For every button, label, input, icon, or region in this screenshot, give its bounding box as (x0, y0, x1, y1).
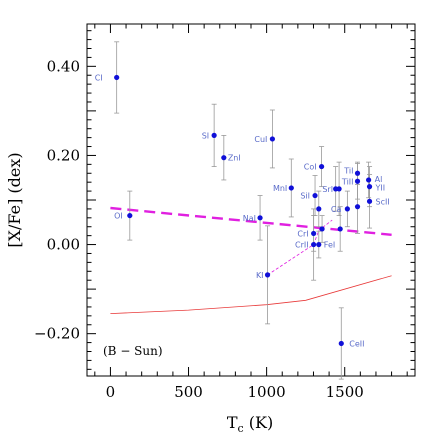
data-points (114, 74, 373, 347)
x-tick-label: 1000 (248, 383, 286, 401)
point-label: FeI (324, 241, 335, 250)
dotted-trend-line (267, 219, 333, 276)
data-point (366, 198, 373, 204)
point-labels: CI OI SI ZnI CuI NaI KI MnI CoI SiI SrI CrI CrII FeI C… (95, 73, 390, 348)
y-tick-label: 0.20 (47, 146, 80, 164)
point-label: TiI (343, 166, 353, 175)
data-point (311, 230, 317, 237)
point-label: ZnI (228, 154, 241, 163)
data-point (337, 226, 343, 232)
data-point (316, 241, 322, 248)
point-label: OI (114, 212, 123, 221)
data-point (319, 226, 325, 232)
point-label: MnI (273, 184, 287, 193)
x-tick-label: 1500 (326, 383, 364, 401)
data-point (344, 206, 350, 212)
data-point (316, 206, 322, 212)
x-axis-title: Tc (K) (227, 413, 273, 435)
data-point (338, 340, 344, 347)
y-tick-label: −0.20 (34, 325, 80, 343)
point-label: TiII (341, 177, 354, 186)
data-point (288, 185, 294, 191)
point-label: SI (202, 131, 209, 140)
data-point (211, 132, 217, 138)
point-label: ScII (376, 197, 390, 206)
x-tick-label: 0 (106, 383, 116, 401)
x-axis-title-unit: (K) (244, 413, 274, 432)
point-label: NaI (243, 214, 256, 223)
axis-ticks (87, 24, 415, 376)
point-label: SrI (322, 185, 333, 194)
y-tick-label: 0.00 (47, 236, 80, 254)
x-axis-title-sub: c (237, 422, 243, 435)
data-point (366, 177, 372, 183)
data-point (354, 178, 361, 184)
point-label: CrI (297, 229, 308, 238)
data-point (257, 215, 263, 221)
data-point (221, 155, 227, 161)
fit-line (110, 206, 392, 236)
data-point (318, 163, 325, 170)
point-label: SiI (300, 192, 310, 201)
red-trend-line (110, 275, 392, 314)
chart-lines (110, 206, 392, 314)
annotation-label: (B − Sun) (103, 344, 163, 358)
point-label: CeII (349, 339, 364, 348)
point-label: CuI (254, 135, 267, 144)
point-label: YII (375, 184, 386, 193)
y-axis-title: [X/Fe] (dex) (5, 152, 24, 247)
point-label: Al (375, 175, 383, 184)
data-point (333, 186, 339, 192)
point-label: CI (95, 73, 103, 82)
data-point (366, 184, 373, 190)
y-tick-label: 0.40 (47, 57, 80, 75)
x-tick-label: 500 (174, 383, 203, 401)
data-point (311, 241, 317, 248)
tick-labels: 0 500 1000 1500 −0.20 0.00 0.20 0.40 (34, 57, 364, 401)
data-point (127, 212, 133, 219)
point-label: Ca (331, 205, 342, 214)
data-point (269, 136, 275, 142)
data-point (354, 170, 361, 176)
x-axis-title-main: T (227, 413, 238, 432)
data-point (354, 204, 361, 210)
data-point (312, 192, 318, 199)
plot-frame (86, 23, 416, 377)
data-point (114, 74, 120, 81)
data-point (264, 272, 271, 278)
point-label: CoI (304, 163, 317, 172)
point-label: KI (256, 271, 264, 280)
point-label: CrII (295, 241, 309, 250)
